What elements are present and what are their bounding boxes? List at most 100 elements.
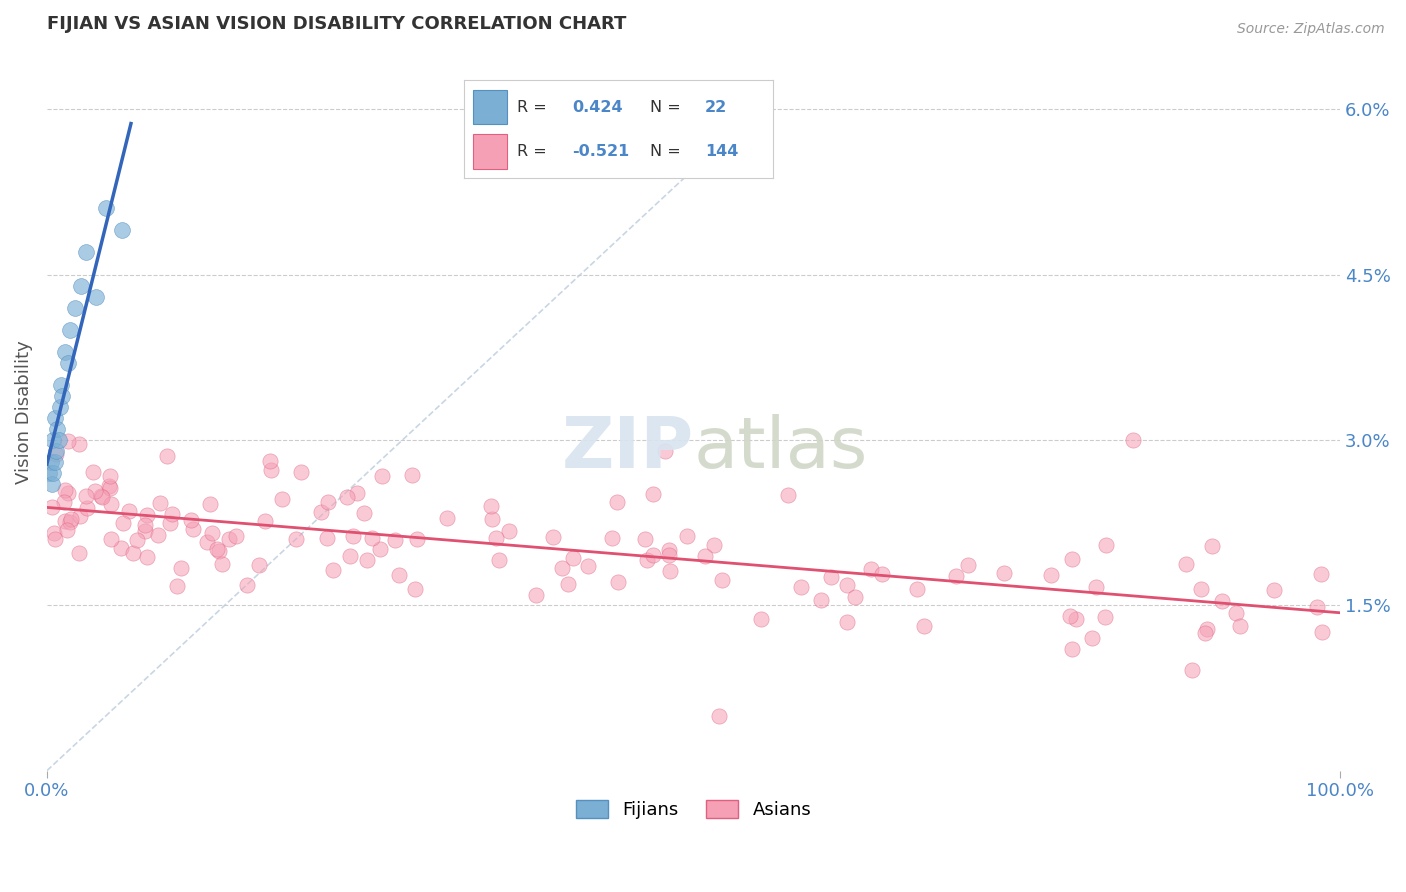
FancyBboxPatch shape bbox=[474, 134, 508, 169]
Text: ZIP: ZIP bbox=[561, 414, 693, 483]
Point bbox=[1201, 539, 1223, 553]
Point bbox=[48, 433, 70, 447]
Point bbox=[98, 481, 121, 495]
Point bbox=[361, 531, 384, 545]
Point bbox=[844, 591, 866, 605]
Point bbox=[82, 465, 104, 479]
Point bbox=[53, 514, 76, 528]
Point bbox=[156, 450, 179, 464]
Point bbox=[1263, 582, 1285, 597]
Point bbox=[309, 505, 332, 519]
Point bbox=[600, 531, 623, 545]
Point bbox=[259, 463, 281, 477]
Point bbox=[100, 497, 122, 511]
Point bbox=[485, 531, 508, 545]
Point bbox=[820, 570, 842, 584]
Point bbox=[285, 533, 308, 547]
Legend: Fijians, Asians: Fijians, Asians bbox=[568, 792, 818, 826]
Point bbox=[346, 486, 368, 500]
Point bbox=[259, 454, 281, 468]
Point bbox=[1306, 599, 1329, 614]
Point bbox=[336, 490, 359, 504]
Point bbox=[1122, 433, 1144, 447]
Point bbox=[76, 500, 98, 515]
Point bbox=[211, 557, 233, 571]
Point bbox=[225, 529, 247, 543]
Point bbox=[160, 507, 183, 521]
Point bbox=[195, 534, 218, 549]
Point bbox=[67, 546, 90, 560]
Point bbox=[53, 344, 76, 359]
Point bbox=[122, 545, 145, 559]
Point bbox=[1309, 566, 1331, 581]
Point bbox=[136, 549, 159, 564]
Point bbox=[1060, 642, 1083, 657]
Point bbox=[790, 580, 813, 594]
Point bbox=[654, 444, 676, 458]
Point bbox=[479, 500, 502, 514]
Point bbox=[218, 533, 240, 547]
Point bbox=[253, 514, 276, 528]
Point bbox=[356, 553, 378, 567]
Point bbox=[1310, 624, 1333, 639]
Point bbox=[945, 568, 967, 582]
Text: N =: N = bbox=[650, 100, 686, 115]
Point bbox=[658, 543, 681, 558]
Point bbox=[84, 289, 107, 303]
Point bbox=[371, 468, 394, 483]
Point bbox=[110, 541, 132, 555]
Point bbox=[59, 516, 82, 530]
Point bbox=[49, 400, 72, 414]
Point bbox=[134, 524, 156, 538]
Point bbox=[912, 618, 935, 632]
Point bbox=[551, 561, 574, 575]
Point bbox=[711, 573, 734, 587]
Point bbox=[56, 356, 79, 370]
Point bbox=[342, 529, 364, 543]
Point bbox=[125, 533, 148, 547]
Point bbox=[207, 542, 229, 557]
Point bbox=[436, 511, 458, 525]
Point bbox=[562, 550, 585, 565]
Point bbox=[45, 446, 67, 460]
Point bbox=[488, 552, 510, 566]
Point bbox=[1211, 594, 1233, 608]
Text: 144: 144 bbox=[706, 144, 738, 159]
Point bbox=[91, 490, 114, 504]
Point bbox=[159, 516, 181, 530]
Point bbox=[49, 377, 72, 392]
Point bbox=[658, 548, 681, 562]
Point bbox=[69, 508, 91, 523]
Point bbox=[1229, 619, 1251, 633]
Point bbox=[1197, 622, 1219, 636]
Point bbox=[316, 494, 339, 508]
Point bbox=[643, 548, 665, 562]
Point bbox=[67, 437, 90, 451]
Point bbox=[69, 278, 91, 293]
Point bbox=[709, 708, 731, 723]
Point bbox=[315, 532, 337, 546]
Point bbox=[56, 434, 79, 448]
Point bbox=[247, 558, 270, 573]
Point bbox=[170, 561, 193, 575]
Point bbox=[51, 389, 73, 403]
Point bbox=[339, 549, 361, 564]
Point bbox=[703, 539, 725, 553]
Point bbox=[1175, 558, 1198, 572]
Text: R =: R = bbox=[516, 100, 551, 115]
Point bbox=[75, 245, 97, 260]
Point bbox=[98, 478, 121, 492]
Point bbox=[695, 549, 717, 563]
Point bbox=[481, 512, 503, 526]
Point bbox=[180, 513, 202, 527]
Point bbox=[870, 567, 893, 582]
Point bbox=[90, 489, 112, 503]
Point bbox=[606, 495, 628, 509]
Point bbox=[134, 518, 156, 533]
Point bbox=[993, 566, 1015, 580]
Point bbox=[208, 544, 231, 558]
Point bbox=[59, 512, 82, 526]
Text: -0.521: -0.521 bbox=[572, 144, 630, 159]
Y-axis label: Vision Disability: Vision Disability bbox=[15, 341, 32, 484]
Point bbox=[524, 589, 547, 603]
